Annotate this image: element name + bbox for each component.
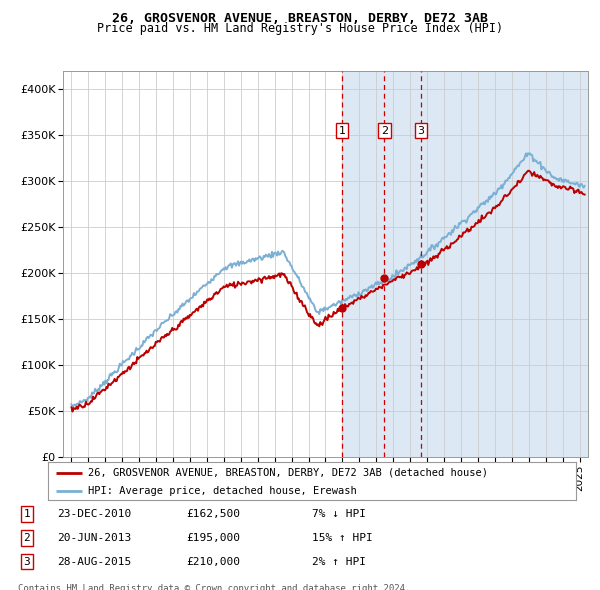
Text: 26, GROSVENOR AVENUE, BREASTON, DERBY, DE72 3AB (detached house): 26, GROSVENOR AVENUE, BREASTON, DERBY, D… bbox=[88, 468, 488, 478]
Text: 1: 1 bbox=[338, 126, 346, 136]
Text: 28-AUG-2015: 28-AUG-2015 bbox=[57, 556, 131, 566]
Text: 2: 2 bbox=[381, 126, 388, 136]
Text: 2% ↑ HPI: 2% ↑ HPI bbox=[312, 556, 366, 566]
Text: 7% ↓ HPI: 7% ↓ HPI bbox=[312, 509, 366, 519]
Text: £210,000: £210,000 bbox=[186, 556, 240, 566]
Text: 3: 3 bbox=[418, 126, 425, 136]
Bar bbox=[342, 71, 588, 457]
Text: 15% ↑ HPI: 15% ↑ HPI bbox=[312, 533, 373, 543]
Text: HPI: Average price, detached house, Erewash: HPI: Average price, detached house, Erew… bbox=[88, 486, 356, 496]
Text: £162,500: £162,500 bbox=[186, 509, 240, 519]
Text: 20-JUN-2013: 20-JUN-2013 bbox=[57, 533, 131, 543]
Text: 3: 3 bbox=[23, 556, 31, 566]
Text: 1: 1 bbox=[23, 509, 31, 519]
Text: 23-DEC-2010: 23-DEC-2010 bbox=[57, 509, 131, 519]
Text: 26, GROSVENOR AVENUE, BREASTON, DERBY, DE72 3AB: 26, GROSVENOR AVENUE, BREASTON, DERBY, D… bbox=[112, 12, 488, 25]
Text: Price paid vs. HM Land Registry's House Price Index (HPI): Price paid vs. HM Land Registry's House … bbox=[97, 22, 503, 35]
Text: 2: 2 bbox=[23, 533, 31, 543]
Text: Contains HM Land Registry data © Crown copyright and database right 2024.
This d: Contains HM Land Registry data © Crown c… bbox=[18, 584, 410, 590]
Text: £195,000: £195,000 bbox=[186, 533, 240, 543]
